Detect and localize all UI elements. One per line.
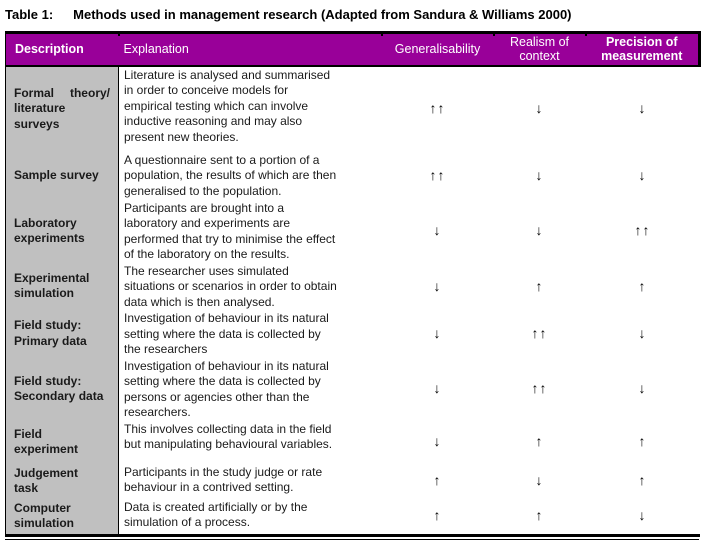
column-header-generalisability: Generalisability — [380, 29, 494, 67]
description-cell: Field experiment — [5, 420, 119, 464]
explanation-cell: Participants are brought into a laborato… — [124, 200, 336, 262]
precision-rating: ↓ — [638, 166, 647, 183]
realism-rating: ↑↑ — [531, 380, 548, 397]
generalisability-rating: ↑↑ — [429, 166, 446, 183]
table-row: Judgement task Participants in the study… — [5, 463, 700, 499]
methods-table-container: Description Explanation Generalisability… — [5, 29, 701, 540]
realism-rating: ↑ — [535, 507, 544, 524]
description-cell: Sample survey — [5, 151, 119, 200]
realism-rating: ↓ — [535, 472, 544, 489]
realism-rating: ↑ — [535, 277, 544, 294]
precision-rating: ↑ — [638, 277, 647, 294]
table-caption-text: Methods used in management research (Ada… — [73, 7, 572, 22]
precision-rating: ↓ — [638, 380, 647, 397]
precision-rating: ↑ — [638, 472, 647, 489]
explanation-cell: A questionnaire sent to a portion of a p… — [124, 152, 337, 198]
description-cell: Laboratory experiments — [5, 199, 119, 263]
explanation-cell: Investigation of behaviour in its natura… — [124, 311, 329, 356]
realism-rating: ↓ — [535, 166, 544, 183]
column-header-precision-of-measurement: Precision of measurement — [584, 29, 701, 67]
realism-rating: ↓ — [535, 222, 544, 239]
generalisability-rating: ↑↑ — [429, 100, 446, 117]
explanation-cell: Literature is analysed and summarised in… — [124, 67, 331, 144]
column-header-explanation: Explanation — [117, 29, 382, 67]
description-cell: Field study: Primary data — [5, 310, 119, 358]
precision-rating: ↓ — [638, 100, 647, 117]
table-row: Field study: Primary data Investigation … — [5, 310, 700, 358]
explanation-cell: Investigation of behaviour in its natura… — [124, 358, 329, 420]
table-row: Field study: Secondary data Investigatio… — [5, 357, 700, 421]
table-caption: Table 1: Methods used in management resea… — [5, 7, 701, 22]
description-cell: Field study: Secondary data — [5, 357, 119, 421]
explanation-cell: Participants in the study judge or rate … — [124, 464, 323, 495]
column-header-description: Description — [5, 32, 119, 67]
header-row: Description Explanation Generalisability… — [5, 29, 701, 67]
table-row: Laboratory experiments Participants are … — [5, 199, 700, 263]
generalisability-rating: ↓ — [433, 325, 442, 341]
precision-rating: ↓ — [638, 507, 647, 524]
explanation-cell: Data is created artificially or by the s… — [124, 499, 308, 530]
table-row: Sample survey A questionnaire sent to a … — [5, 151, 700, 200]
column-header-realism-of-context: Realism of context — [492, 29, 586, 67]
realism-rating: ↑ — [535, 433, 544, 450]
table-caption-number: Table 1: — [5, 7, 54, 22]
table-row: Field experiment This involves collectin… — [5, 420, 700, 464]
precision-rating: ↑ — [638, 433, 647, 450]
description-cell: Experimental simulation — [5, 262, 119, 310]
table-row: Computer simulation Data is created arti… — [5, 498, 700, 535]
table-row: Formal theory/ literature surveys Litera… — [5, 65, 700, 152]
generalisability-rating: ↑ — [433, 507, 442, 524]
generalisability-rating: ↓ — [433, 277, 442, 294]
methods-table: Description Explanation Generalisability… — [5, 29, 701, 537]
precision-rating: ↑↑ — [634, 222, 651, 239]
precision-rating: ↓ — [638, 325, 647, 341]
generalisability-rating: ↓ — [433, 433, 442, 450]
description-cell: Judgement task — [5, 463, 119, 499]
generalisability-rating: ↓ — [433, 222, 442, 239]
generalisability-rating: ↑ — [433, 472, 442, 489]
description-cell: Computer simulation — [5, 498, 119, 535]
generalisability-rating: ↓ — [433, 380, 442, 397]
realism-rating: ↓ — [535, 100, 544, 117]
explanation-cell: The researcher uses simulated situations… — [124, 263, 337, 309]
table-row: Experimental simulation The researcher u… — [5, 262, 700, 310]
realism-rating: ↑↑ — [531, 325, 548, 341]
description-cell: Formal theory/ literature surveys — [5, 65, 119, 152]
explanation-cell: This involves collecting data in the fie… — [124, 421, 333, 452]
